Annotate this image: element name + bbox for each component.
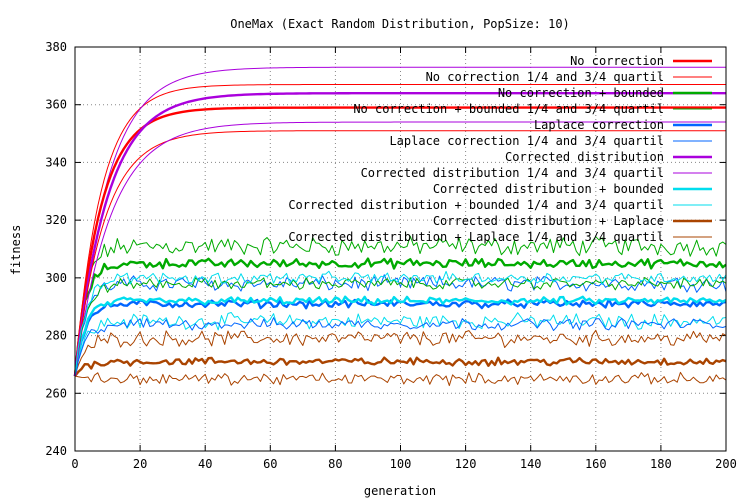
x-tick-label: 180 — [650, 457, 672, 471]
y-tick-label: 380 — [45, 40, 67, 54]
series-line — [74, 274, 727, 377]
y-tick-label: 260 — [45, 386, 67, 400]
legend-label: Corrected distribution + bounded 1/4 and… — [288, 198, 664, 212]
legend-label: Laplace correction — [534, 118, 664, 132]
x-tick-label: 40 — [198, 457, 212, 471]
series-line — [73, 91, 726, 377]
legend-label: Corrected distribution + bounded — [433, 182, 664, 196]
legend-label: Corrected distribution + Laplace — [433, 214, 664, 228]
series-line — [74, 130, 726, 377]
series-line — [74, 66, 726, 377]
x-axis-label: generation — [364, 484, 436, 498]
legend-label: No correction — [570, 54, 664, 68]
series-line — [74, 317, 727, 377]
series-line — [74, 277, 727, 377]
x-tick-label: 80 — [328, 457, 342, 471]
plot-frame — [74, 46, 727, 452]
x-tick-label: 160 — [585, 457, 607, 471]
x-tick-label: 100 — [390, 457, 412, 471]
legend: No correction No correction 1/4 and 3/4 q… — [288, 54, 712, 244]
series-line — [74, 371, 727, 387]
y-tick-label: 340 — [45, 155, 67, 169]
series-line — [74, 329, 727, 377]
series-line — [73, 257, 727, 377]
y-tick-label: 300 — [45, 271, 67, 285]
legend-label: Corrected distribution — [505, 150, 664, 164]
legend-label: No correction 1/4 and 3/4 quartil — [426, 70, 664, 84]
y-tick-label: 240 — [45, 444, 67, 458]
x-tick-label: 20 — [133, 457, 147, 471]
legend-label: No correction + bounded — [498, 86, 664, 100]
x-tick-label: 60 — [263, 457, 277, 471]
axis-ticks: 0 20 40 60 80 100 120 140 160 180 200 240 260 280 300 3… — [45, 40, 737, 471]
y-tick-label: 320 — [45, 213, 67, 227]
y-axis-label: fitness — [9, 225, 23, 276]
series-line — [74, 312, 727, 377]
series-line — [74, 121, 726, 377]
series-line — [74, 356, 727, 377]
x-tick-label: 200 — [715, 457, 737, 471]
legend-label: Corrected distribution + Laplace 1/4 and… — [288, 230, 664, 244]
series-line — [73, 295, 727, 377]
y-tick-label: 280 — [45, 329, 67, 343]
series-line — [74, 235, 727, 377]
series-line — [74, 84, 726, 377]
series-lines — [73, 66, 727, 387]
chart-title: OneMax (Exact Random Distribution, PopSi… — [230, 17, 570, 31]
x-tick-label: 0 — [71, 457, 78, 471]
x-tick-label: 140 — [520, 457, 542, 471]
series-line — [74, 270, 727, 377]
legend-label: Laplace correction 1/4 and 3/4 quartil — [389, 134, 664, 148]
y-tick-label: 360 — [45, 98, 67, 112]
series-line — [73, 106, 726, 377]
x-tick-label: 120 — [455, 457, 477, 471]
legend-label: No correction + bounded 1/4 and 3/4 quar… — [353, 102, 664, 116]
legend-label: Corrected distribution 1/4 and 3/4 quart… — [361, 166, 664, 180]
